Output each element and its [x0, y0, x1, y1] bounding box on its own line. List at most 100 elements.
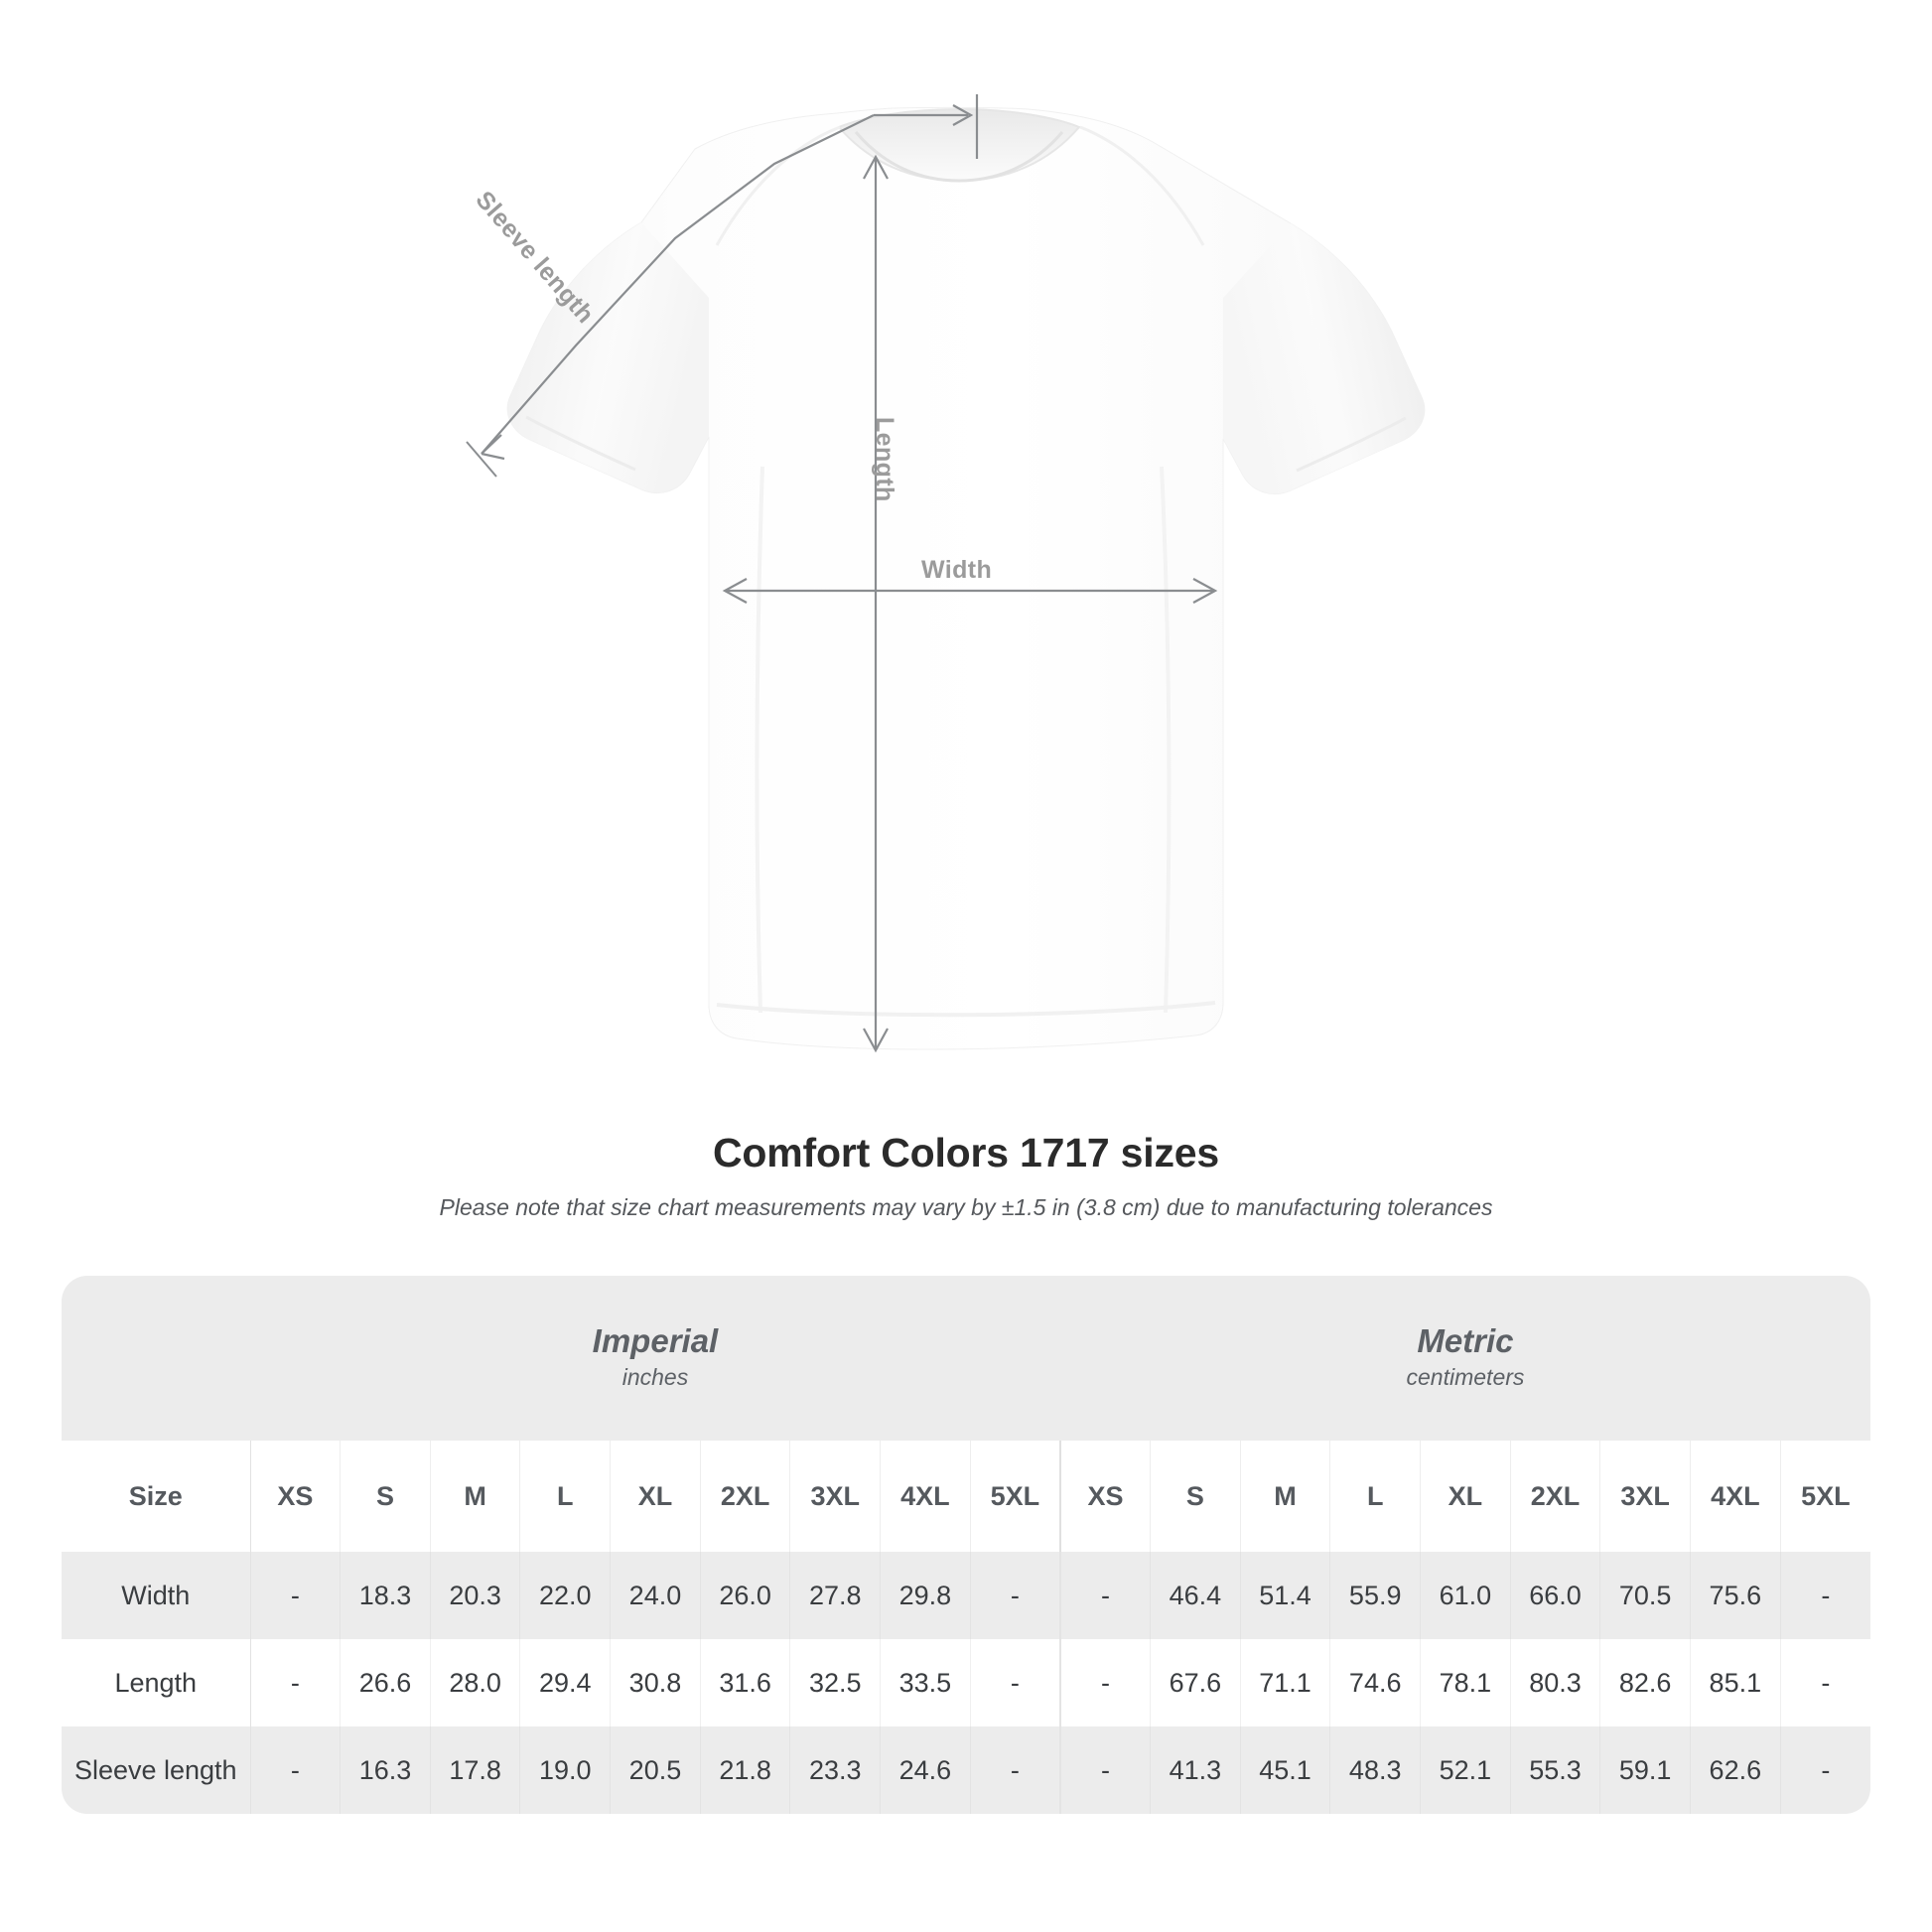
cell-width-imperial-s: 18.3 [340, 1552, 431, 1639]
cell-sleeve-imperial-2xl: 21.8 [700, 1726, 791, 1814]
tshirt-shape [506, 106, 1426, 1050]
cell-length-imperial-s: 26.6 [340, 1639, 431, 1726]
cell-length-metric-4xl: 85.1 [1690, 1639, 1781, 1726]
cell-width-imperial-xl: 24.0 [610, 1552, 701, 1639]
cell-width-imperial-3xl: 27.8 [789, 1552, 882, 1639]
cell-sleeve-imperial-s: 16.3 [340, 1726, 431, 1814]
cell-sleeve-metric-m: 45.1 [1240, 1726, 1331, 1814]
chart-title-block: Comfort Colors 1717 sizes Please note th… [0, 1130, 1932, 1221]
size-header-metric-3xl: 3XL [1599, 1441, 1691, 1552]
cell-sleeve-imperial-4xl: 24.6 [880, 1726, 971, 1814]
left-shoulder-seam [715, 125, 841, 246]
unit-sub-metric: centimeters [1406, 1363, 1525, 1390]
cell-width-imperial-4xl: 29.8 [880, 1552, 971, 1639]
sleeve-top-leader [874, 94, 979, 159]
cell-width-metric-2xl: 66.0 [1510, 1552, 1601, 1639]
cell-length-metric-xl: 78.1 [1420, 1639, 1511, 1726]
measurement-lines [466, 94, 1218, 1053]
cell-width-metric-xl: 61.0 [1420, 1552, 1511, 1639]
row-label-sleeve-length: Sleeve length [62, 1726, 251, 1814]
cell-sleeve-imperial-xl: 20.5 [610, 1726, 701, 1814]
body-fold-2 [1160, 466, 1172, 1014]
cell-sleeve-metric-3xl: 59.1 [1599, 1726, 1691, 1814]
cell-width-imperial-5xl: - [970, 1552, 1061, 1639]
cell-width-metric-5xl: - [1780, 1552, 1870, 1639]
cell-sleeve-metric-xs: - [1058, 1726, 1152, 1814]
length-dimension [863, 154, 889, 1053]
cell-width-metric-s: 46.4 [1150, 1552, 1241, 1639]
tshirt-collar-inner [854, 131, 1064, 183]
row-label-length: Length [62, 1639, 251, 1726]
cell-width-metric-xs: - [1058, 1552, 1152, 1639]
cell-sleeve-metric-2xl: 55.3 [1510, 1726, 1601, 1814]
cell-length-metric-5xl: - [1780, 1639, 1870, 1726]
cell-sleeve-metric-xl: 52.1 [1420, 1726, 1511, 1814]
cell-length-imperial-2xl: 31.6 [700, 1639, 791, 1726]
cell-sleeve-imperial-l: 19.0 [519, 1726, 612, 1814]
cell-length-imperial-3xl: 32.5 [789, 1639, 882, 1726]
unit-name-metric: Metric [1417, 1321, 1514, 1359]
body-fold-1 [755, 466, 764, 1014]
cell-sleeve-imperial-m: 17.8 [430, 1726, 521, 1814]
size-header-imperial-s: S [340, 1441, 431, 1552]
left-sleeve-hem [525, 415, 636, 472]
size-header-metric-s: S [1150, 1441, 1241, 1552]
size-chart-table-container: Imperial inches Metric centimeters Size … [62, 1276, 1870, 1814]
size-header-metric-2xl: 2XL [1510, 1441, 1601, 1552]
size-header-imperial-3xl: 3XL [789, 1441, 882, 1552]
cell-length-metric-2xl: 80.3 [1510, 1639, 1601, 1726]
unit-banner-row: Imperial inches Metric centimeters [62, 1276, 1870, 1441]
cell-length-imperial-l: 29.4 [519, 1639, 612, 1726]
tshirt-diagram: Sleeve length Length Width [466, 94, 1426, 1053]
size-header-imperial-2xl: 2XL [700, 1441, 791, 1552]
tolerance-note: Please note that size chart measurements… [439, 1194, 1493, 1220]
cell-width-metric-l: 55.9 [1329, 1552, 1422, 1639]
size-header-imperial-xs: XS [250, 1441, 342, 1552]
length-dimension-label: Length [871, 417, 898, 502]
cell-width-metric-m: 51.4 [1240, 1552, 1331, 1639]
tshirt-illustration [466, 94, 1426, 1053]
size-header-metric-xs: XS [1058, 1441, 1152, 1552]
width-dimension [722, 578, 1218, 604]
cell-sleeve-metric-4xl: 62.6 [1690, 1726, 1781, 1814]
size-header-metric-xl: XL [1420, 1441, 1511, 1552]
unit-banner-spacer [62, 1276, 250, 1441]
cell-length-metric-s: 67.6 [1150, 1639, 1241, 1726]
cell-width-imperial-xs: - [250, 1552, 342, 1639]
cell-length-metric-l: 74.6 [1329, 1639, 1422, 1726]
unit-name-imperial: Imperial [592, 1321, 719, 1359]
cell-length-metric-3xl: 82.6 [1599, 1639, 1691, 1726]
size-column-header: Size [62, 1441, 251, 1552]
cell-sleeve-imperial-3xl: 23.3 [789, 1726, 882, 1814]
size-chart-table: Imperial inches Metric centimeters Size … [62, 1276, 1870, 1814]
bottom-hem [716, 1001, 1216, 1018]
sleeve-length-dimension [466, 114, 875, 478]
table-row: Sleeve length - 16.3 17.8 19.0 20.5 21.8… [62, 1726, 1870, 1814]
size-header-imperial-l: L [519, 1441, 612, 1552]
cell-length-imperial-xs: - [250, 1639, 342, 1726]
size-header-imperial-xl: XL [610, 1441, 701, 1552]
cell-width-imperial-l: 22.0 [519, 1552, 612, 1639]
size-header-metric-4xl: 4XL [1690, 1441, 1781, 1552]
size-header-metric-5xl: 5XL [1780, 1441, 1870, 1552]
row-label-width: Width [62, 1552, 251, 1639]
tshirt-left-sleeve [507, 222, 709, 493]
cell-sleeve-imperial-xs: - [250, 1726, 342, 1814]
size-header-metric-l: L [1329, 1441, 1422, 1552]
cell-length-imperial-xl: 30.8 [610, 1639, 701, 1726]
size-header-metric-m: M [1240, 1441, 1331, 1552]
width-dimension-label: Width [921, 556, 993, 584]
right-shoulder-seam [1079, 125, 1205, 246]
unit-banner-metric: Metric centimeters [1059, 1276, 1870, 1441]
cell-width-metric-4xl: 75.6 [1690, 1552, 1781, 1639]
size-header-imperial-4xl: 4XL [880, 1441, 971, 1552]
table-row: Width - 18.3 20.3 22.0 24.0 26.0 27.8 29… [62, 1552, 1870, 1639]
cell-sleeve-imperial-5xl: - [970, 1726, 1061, 1814]
cell-width-imperial-2xl: 26.0 [700, 1552, 791, 1639]
size-header-imperial-m: M [430, 1441, 521, 1552]
unit-sub-imperial: inches [621, 1363, 689, 1390]
cell-length-metric-m: 71.1 [1240, 1639, 1331, 1726]
size-header-row: Size XS S M L XL 2XL 3XL 4XL 5XL XS S M … [62, 1441, 1870, 1552]
cell-width-imperial-m: 20.3 [430, 1552, 521, 1639]
cell-length-imperial-m: 28.0 [430, 1639, 521, 1726]
